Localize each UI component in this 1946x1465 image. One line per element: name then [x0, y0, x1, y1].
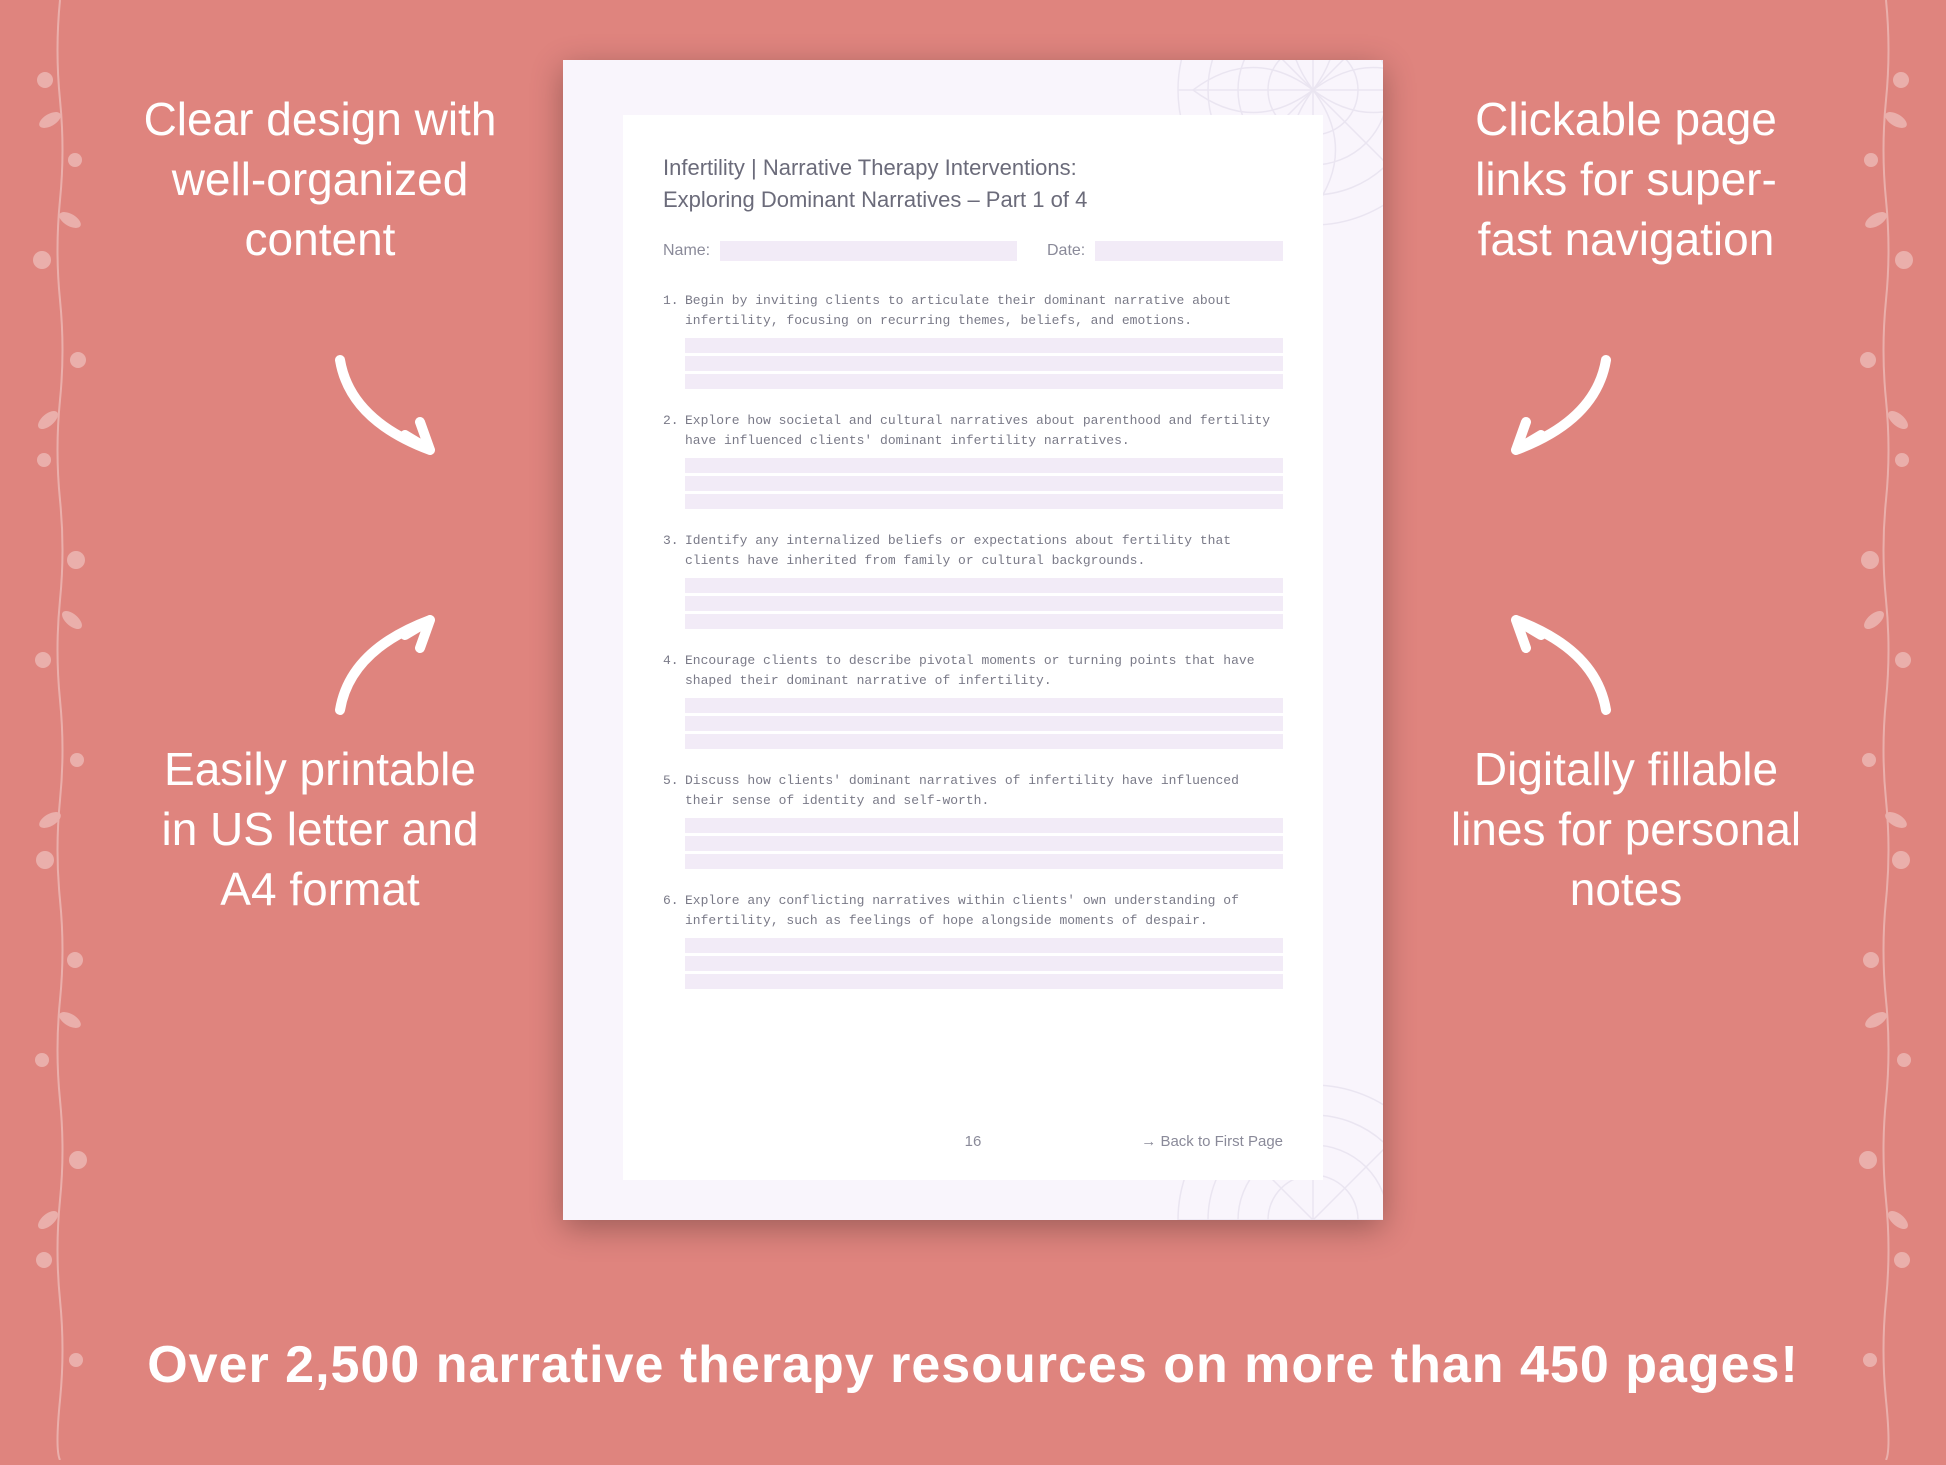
question-text: Encourage clients to describe pivotal mo…: [685, 651, 1283, 690]
bottom-banner-text: Over 2,500 narrative therapy resources o…: [0, 1335, 1946, 1395]
question-number: 4.: [663, 651, 685, 690]
floral-border-right: [1836, 0, 1936, 1460]
question-number: 5.: [663, 771, 685, 810]
answer-area[interactable]: [663, 338, 1283, 389]
name-input[interactable]: [720, 241, 1017, 261]
question-6: 6.Explore any conflicting narratives wit…: [663, 891, 1283, 989]
question-1: 1.Begin by inviting clients to articulat…: [663, 291, 1283, 389]
callout-top-right: Clickable page links for super-fast navi…: [1446, 90, 1806, 269]
question-text: Identify any internalized beliefs or exp…: [685, 531, 1283, 570]
document-inner: Infertility | Narrative Therapy Interven…: [623, 115, 1323, 1180]
name-label: Name:: [663, 242, 710, 260]
question-number: 1.: [663, 291, 685, 330]
answer-area[interactable]: [663, 938, 1283, 989]
question-text: Explore how societal and cultural narrat…: [685, 411, 1283, 450]
back-to-first-link[interactable]: → Back to First Page: [1141, 1133, 1283, 1150]
document-preview: Infertility | Narrative Therapy Interven…: [563, 60, 1383, 1220]
answer-area[interactable]: [663, 698, 1283, 749]
name-date-row: Name: Date:: [663, 241, 1283, 261]
answer-area[interactable]: [663, 458, 1283, 509]
document-footer: 16 → Back to First Page: [663, 1133, 1283, 1150]
answer-area[interactable]: [663, 578, 1283, 629]
question-5: 5.Discuss how clients' dominant narrativ…: [663, 771, 1283, 869]
question-2: 2.Explore how societal and cultural narr…: [663, 411, 1283, 509]
answer-area[interactable]: [663, 818, 1283, 869]
question-number: 6.: [663, 891, 685, 930]
callout-bottom-left: Easily printable in US letter and A4 for…: [140, 740, 500, 919]
callout-top-left: Clear design with well-organized content: [140, 90, 500, 269]
arrow-bottom-right-icon: [1486, 590, 1626, 730]
question-text: Discuss how clients' dominant narratives…: [685, 771, 1283, 810]
question-number: 2.: [663, 411, 685, 450]
question-number: 3.: [663, 531, 685, 570]
document-subtitle: Exploring Dominant Narratives – Part 1 o…: [663, 187, 1283, 213]
page-number: 16: [965, 1133, 982, 1150]
date-label: Date:: [1047, 242, 1085, 260]
question-3: 3.Identify any internalized beliefs or e…: [663, 531, 1283, 629]
question-text: Begin by inviting clients to articulate …: [685, 291, 1283, 330]
arrow-top-left-icon: [320, 340, 460, 480]
date-input[interactable]: [1095, 241, 1283, 261]
callout-bottom-right: Digitally fillable lines for personal no…: [1446, 740, 1806, 919]
document-title: Infertility | Narrative Therapy Interven…: [663, 155, 1283, 181]
question-4: 4.Encourage clients to describe pivotal …: [663, 651, 1283, 749]
arrow-bottom-left-icon: [320, 590, 460, 730]
arrow-top-right-icon: [1486, 340, 1626, 480]
floral-border-left: [10, 0, 110, 1460]
question-text: Explore any conflicting narratives withi…: [685, 891, 1283, 930]
